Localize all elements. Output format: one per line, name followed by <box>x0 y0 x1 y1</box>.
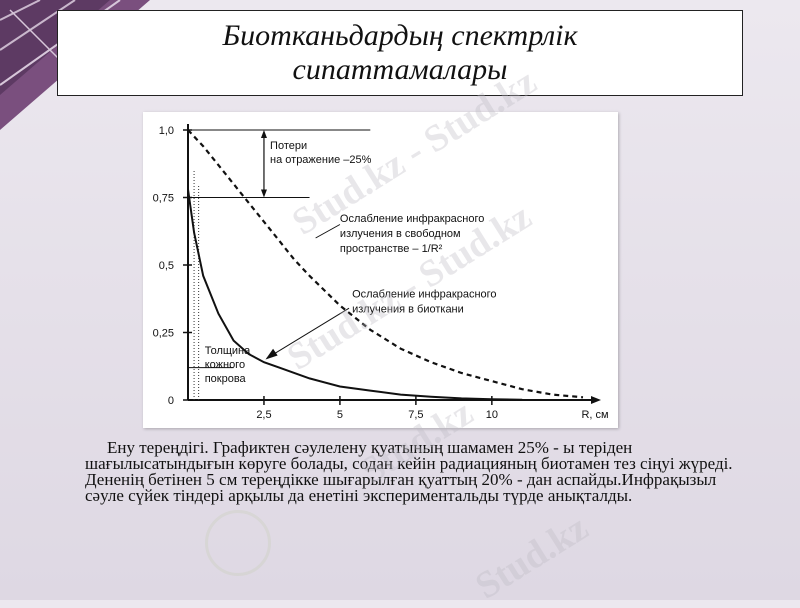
x-tick-label: 10 <box>486 409 498 421</box>
series-line-tissue <box>187 189 523 401</box>
annotation-skin-label: покрова <box>205 373 247 385</box>
pointer-free-space <box>315 224 341 239</box>
reflection-arrow-head-top <box>260 130 267 138</box>
y-tick-label: 0,25 <box>153 328 174 340</box>
annotation-reflection: на отражение –25% <box>270 154 372 166</box>
x-tick-label: 7,5 <box>408 409 423 421</box>
annotation-free-space-label: пространстве – 1/R² <box>340 243 443 255</box>
annotation-tissue-label: излучения в биоткани <box>352 303 464 315</box>
x-tick-label: 5 <box>337 409 343 421</box>
y-tick-label: 1,0 <box>159 125 174 137</box>
slide-title-line-2: сипаттамалары <box>292 53 508 86</box>
watermark: Stud.kz <box>468 506 596 608</box>
x-axis-label: R, см <box>581 409 608 421</box>
series-line-free-space <box>187 129 584 399</box>
pointer-tissue-head <box>265 348 278 360</box>
y-tick-label: 0,5 <box>159 260 174 272</box>
reflection-arrow-head-bottom <box>260 189 267 198</box>
y-tick-label: 0 <box>168 395 174 407</box>
slide-title-line-1: Биотканьдардың спектрлік <box>222 19 578 52</box>
x-axis-arrow <box>591 396 601 404</box>
watermark-ring <box>205 510 271 576</box>
annotation-tissue-label: Ослабление инфракрасного <box>352 288 496 300</box>
y-tick-label: 0,75 <box>153 193 174 205</box>
chart-svg: 0 0,25 0,5 0,75 1,0 2,5 5 7,5 10 R, см Потери на от… <box>153 124 609 421</box>
body-text: Ену тереңдігі. Графиктен сәулелену қуаты… <box>85 438 733 505</box>
annotation-skin-label: Толщина <box>205 345 251 357</box>
x-tick-label: 2,5 <box>256 409 271 421</box>
annotation-skin-label: кожного <box>205 359 245 371</box>
chart: 0 0,25 0,5 0,75 1,0 2,5 5 7,5 10 R, см Потери на от… <box>143 112 618 428</box>
title-box: Биотканьдардың спектрлік сипаттамалары <box>57 10 743 96</box>
annotation-free-space-label: излучения в свободном <box>340 228 461 240</box>
annotation-free-space-label: Ослабление инфракрасного <box>340 213 484 225</box>
pointer-tissue <box>266 307 350 359</box>
annotation-reflection: Потери <box>270 140 307 152</box>
body-paragraph: Ену тереңдігі. Графиктен сәулелену қуаты… <box>85 438 740 505</box>
